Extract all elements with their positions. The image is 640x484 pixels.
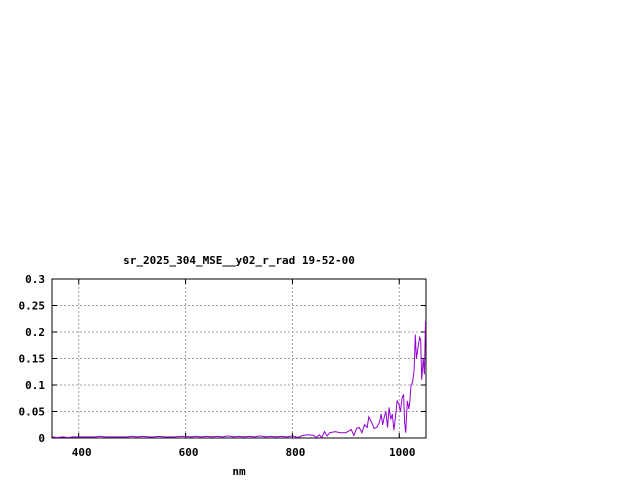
x-axis-label: nm xyxy=(232,465,246,478)
y-tick-label: 0.1 xyxy=(25,379,45,392)
x-tick-label: 800 xyxy=(285,446,305,459)
y-tick-label: 0.15 xyxy=(19,353,46,366)
chart-title: sr_2025_304_MSE__y02_r_rad 19-52-00 xyxy=(123,254,355,267)
y-tick-label: 0.25 xyxy=(19,300,46,313)
series-line xyxy=(51,321,426,439)
grid xyxy=(52,279,426,438)
x-tick-label: 600 xyxy=(179,446,199,459)
x-tick-label: 400 xyxy=(72,446,92,459)
ticks: 400 600 800 1000 0 0.05 0.1 0.15 0.2 0.25 0.3 xyxy=(19,273,426,459)
y-tick-label: 0.3 xyxy=(25,273,45,286)
y-tick-label: 0 xyxy=(38,432,45,445)
y-tick-label: 0.05 xyxy=(19,406,46,419)
y-tick-label: 0.2 xyxy=(25,326,45,339)
x-tick-label: 1000 xyxy=(389,446,416,459)
